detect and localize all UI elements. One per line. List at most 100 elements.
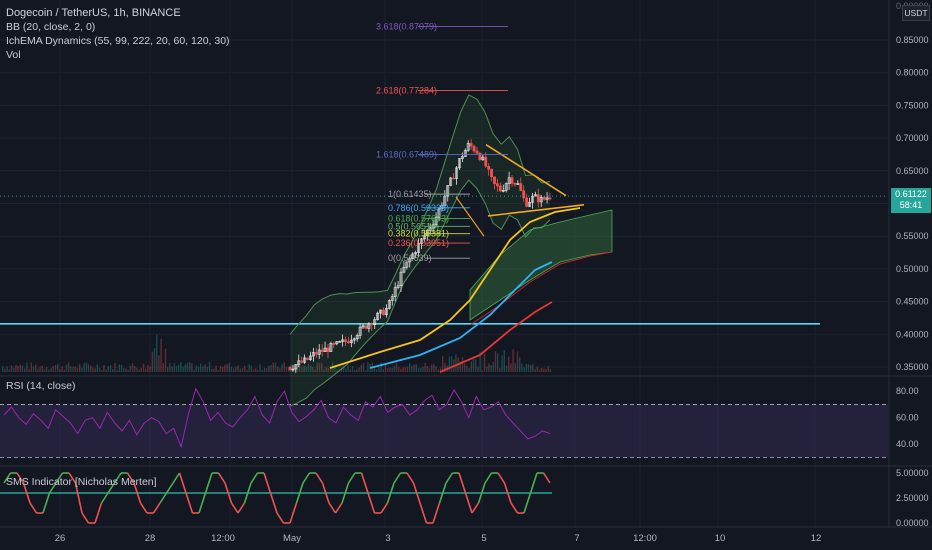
candle-body: [510, 177, 514, 184]
volume-bar: [136, 367, 138, 372]
time-axis-label: 5: [481, 533, 486, 544]
volume-bar: [54, 365, 57, 372]
volume-bar: [239, 368, 241, 372]
volume-bar: [442, 356, 444, 372]
candle-body: [493, 176, 496, 184]
sms-line-segment: [139, 502, 148, 514]
fib-level-label: 1(0.61435): [388, 189, 432, 199]
volume-bar: [356, 369, 358, 372]
volume-bar: [158, 355, 160, 372]
volume-bar: [81, 367, 83, 372]
candle-body: [370, 323, 374, 326]
volume-bar: [492, 361, 494, 372]
sms-line-segment: [107, 482, 116, 494]
volume-bar: [79, 364, 81, 372]
bollinger-band-fill: [290, 94, 550, 407]
time-axis-label: 12:00: [633, 533, 657, 544]
volume-bar: [494, 351, 497, 372]
volume-bar: [129, 365, 131, 372]
volume-bar: [288, 368, 290, 372]
indicator-bb-label[interactable]: BB (20, close, 2, 0): [6, 21, 96, 33]
volume-bar: [305, 366, 307, 372]
quote-currency-badge[interactable]: USDT: [902, 5, 930, 21]
volume-bar: [255, 368, 257, 372]
volume-bar: [153, 348, 156, 372]
sms-line-segment: [126, 472, 135, 484]
volume-bar: [426, 366, 428, 372]
volume-bar: [131, 363, 134, 372]
volume-bar: [164, 348, 167, 372]
price-tick-label: 0.65000: [896, 166, 929, 176]
volume-bar: [343, 365, 345, 372]
candle-body: [396, 285, 400, 288]
sms-line-segment: [172, 472, 181, 484]
sms-pane-title[interactable]: SMS Indicator [Nicholas Merten]: [6, 476, 157, 488]
indicator-vol-label[interactable]: Vol: [6, 49, 21, 61]
volume-bar: [76, 367, 79, 372]
volume-bar: [92, 367, 94, 372]
sms-line-segment: [224, 482, 233, 504]
volume-bar: [125, 368, 127, 372]
sms-line-segment: [328, 502, 337, 514]
volume-bar: [263, 367, 266, 372]
candle-body: [475, 150, 479, 154]
volume-bar: [373, 367, 376, 372]
volume-bar: [376, 369, 378, 372]
volume-bar: [6, 366, 8, 372]
volume-bar: [424, 363, 426, 372]
volume-bar: [404, 367, 406, 372]
volume-bar: [479, 351, 481, 372]
volume-bar: [433, 364, 435, 372]
volume-bar: [351, 366, 354, 372]
candle-series: [288, 139, 552, 373]
candle-body: [314, 352, 318, 355]
rsi-pane-title[interactable]: RSI (14, close): [6, 380, 76, 392]
candle-body: [536, 194, 540, 203]
candle-body: [449, 177, 453, 186]
volume-bar: [547, 366, 549, 372]
volume-bar: [459, 361, 461, 372]
volume-series: [2, 334, 552, 372]
sms-line-segment: [276, 512, 285, 524]
candle-body: [452, 177, 455, 180]
symbol-title[interactable]: Dogecoin / TetherUS, 1h, BINANCE: [6, 7, 181, 19]
indicator-ichema-label[interactable]: IchEMA Dynamics (55, 99, 222, 20, 60, 12…: [6, 35, 230, 47]
volume-bar: [360, 364, 362, 372]
volume-bar: [50, 368, 52, 372]
volume-bar: [406, 366, 409, 372]
volume-bar: [277, 366, 279, 372]
sms-line-segment: [295, 482, 304, 504]
time-axis-label: 12: [811, 533, 822, 544]
volume-bar: [39, 366, 41, 372]
sms-line-segment: [29, 502, 38, 514]
candle-body: [309, 355, 312, 360]
time-axis-label: 10: [715, 533, 726, 544]
volume-bar: [316, 362, 318, 372]
volume-bar: [32, 366, 35, 372]
sms-line-segment: [458, 472, 467, 494]
sms-line-segment: [464, 492, 473, 514]
rsi-tick-label: 80.00: [896, 386, 919, 396]
volume-bar: [127, 369, 129, 372]
volume-bar: [224, 364, 226, 372]
sms-line-segment: [152, 502, 161, 514]
sms-line-segment: [438, 482, 447, 504]
volume-bar: [57, 363, 59, 372]
volume-bar: [169, 362, 171, 372]
candle-body: [326, 347, 330, 352]
volume-bar: [241, 367, 244, 372]
volume-bar: [270, 364, 272, 372]
volume-bar: [303, 365, 305, 372]
volume-bar: [519, 357, 521, 372]
candle-body: [501, 190, 505, 192]
sms-line-segment: [406, 472, 415, 484]
volume-bar: [237, 365, 239, 372]
volume-bar: [2, 366, 4, 372]
sms-line-segment: [289, 502, 298, 524]
volume-bar: [90, 365, 92, 372]
candle-body: [332, 343, 336, 345]
volume-bar: [455, 354, 457, 372]
volume-bar: [413, 364, 415, 372]
volume-bar: [244, 365, 246, 372]
